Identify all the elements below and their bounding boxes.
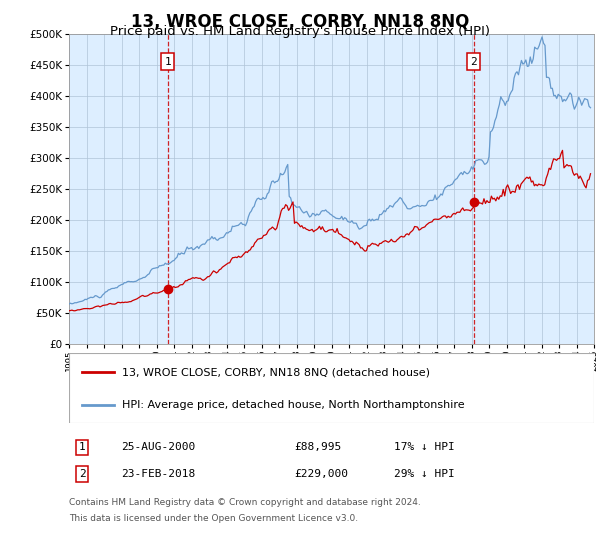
Text: £88,995: £88,995 xyxy=(295,442,342,452)
Text: Contains HM Land Registry data © Crown copyright and database right 2024.: Contains HM Land Registry data © Crown c… xyxy=(69,498,421,507)
Text: 1: 1 xyxy=(164,57,171,67)
Text: £229,000: £229,000 xyxy=(295,469,349,479)
Text: 13, WROE CLOSE, CORBY, NN18 8NQ (detached house): 13, WROE CLOSE, CORBY, NN18 8NQ (detache… xyxy=(121,367,430,377)
Text: 2: 2 xyxy=(470,57,477,67)
Text: This data is licensed under the Open Government Licence v3.0.: This data is licensed under the Open Gov… xyxy=(69,514,358,524)
Text: 23-FEB-2018: 23-FEB-2018 xyxy=(121,469,196,479)
Text: 17% ↓ HPI: 17% ↓ HPI xyxy=(395,442,455,452)
Text: 25-AUG-2000: 25-AUG-2000 xyxy=(121,442,196,452)
Text: 1: 1 xyxy=(79,442,86,452)
Text: 2: 2 xyxy=(79,469,86,479)
Text: Price paid vs. HM Land Registry's House Price Index (HPI): Price paid vs. HM Land Registry's House … xyxy=(110,25,490,38)
Text: 13, WROE CLOSE, CORBY, NN18 8NQ: 13, WROE CLOSE, CORBY, NN18 8NQ xyxy=(131,13,469,31)
Text: 29% ↓ HPI: 29% ↓ HPI xyxy=(395,469,455,479)
FancyBboxPatch shape xyxy=(69,353,594,423)
Text: HPI: Average price, detached house, North Northamptonshire: HPI: Average price, detached house, Nort… xyxy=(121,400,464,410)
